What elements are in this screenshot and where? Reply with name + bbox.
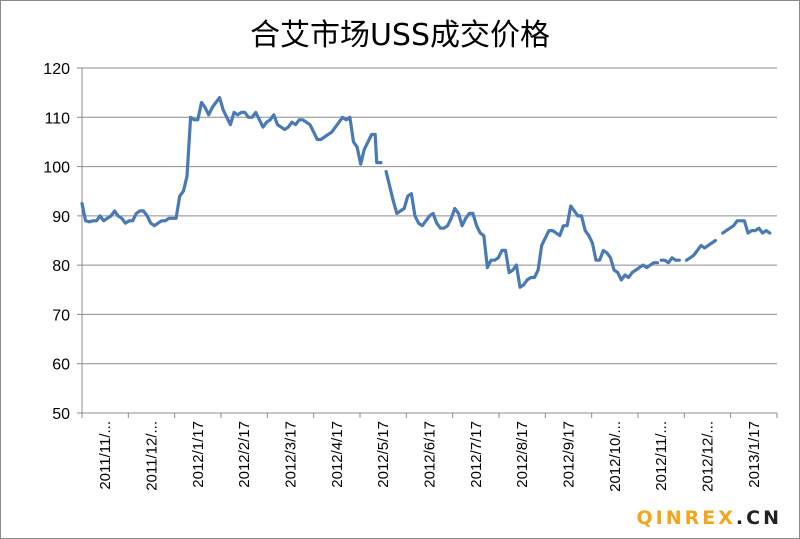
y-tick-label: 80 xyxy=(52,258,70,275)
x-tick-label: 2011/11/... xyxy=(97,421,114,490)
y-tick-label: 90 xyxy=(52,209,70,226)
watermark-right: .CN xyxy=(735,507,782,529)
series-line-segment xyxy=(659,256,681,265)
y-tick-label: 110 xyxy=(44,110,70,127)
y-tick-label: 100 xyxy=(43,160,70,177)
series-line-segment xyxy=(721,219,772,235)
y-tick-label: 120 xyxy=(43,61,70,78)
y-tick-label: 70 xyxy=(52,307,70,324)
x-tick-label: 2011/12/... xyxy=(144,421,161,491)
x-tick-label: 2012/4/17 xyxy=(329,421,346,488)
x-tick-label: 2012/5/17 xyxy=(375,421,392,488)
series-line-segment xyxy=(384,169,660,289)
x-tick-label: 2012/3/17 xyxy=(283,421,300,488)
x-tick-label: 2012/12/... xyxy=(700,421,717,492)
x-tick-label: 2013/1/17 xyxy=(746,421,763,488)
y-tick-label: 60 xyxy=(52,357,70,374)
x-tick-label: 2012/8/17 xyxy=(514,421,531,488)
x-tick-label: 2012/6/17 xyxy=(422,421,439,488)
x-tick-label: 2012/2/17 xyxy=(236,421,253,488)
x-tick-label: 2012/1/17 xyxy=(190,421,207,488)
price-series xyxy=(80,96,772,289)
y-tick-label: 50 xyxy=(52,406,70,423)
x-axis-ticks: 2011/11/... 2011/12/... 2012/1/17 2012/2/17… xyxy=(81,413,778,492)
series-line-segment xyxy=(684,238,718,262)
x-tick-label: 2012/9/17 xyxy=(561,421,578,488)
watermark-left: QINREX xyxy=(636,507,736,529)
x-tick-label: 2012/10/... xyxy=(607,421,624,492)
x-tick-label: 2012/7/17 xyxy=(468,421,485,488)
chart-title: 合艾市场USS成交价格 xyxy=(249,18,551,53)
watermark-logo: QINREX.CN xyxy=(637,507,782,529)
x-tick-label: 2012/11/... xyxy=(653,421,670,491)
axes xyxy=(81,68,777,414)
y-axis-ticks: 50 60 70 80 90 100 110 120 xyxy=(43,61,82,423)
series-line-segment xyxy=(80,96,383,228)
